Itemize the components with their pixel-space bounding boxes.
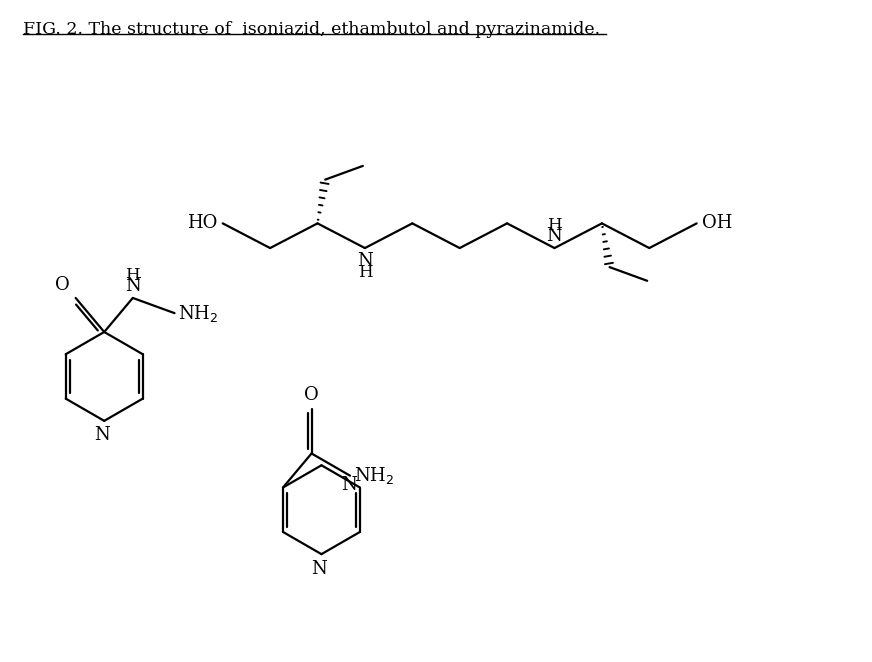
Text: N: N bbox=[341, 475, 357, 494]
Text: O: O bbox=[304, 386, 319, 404]
Text: NH$_2$: NH$_2$ bbox=[354, 465, 394, 486]
Text: H: H bbox=[126, 267, 140, 284]
Text: H: H bbox=[547, 217, 562, 234]
Text: N: N bbox=[125, 277, 140, 295]
Text: N: N bbox=[94, 426, 110, 444]
Text: H: H bbox=[358, 264, 372, 281]
Text: FIG. 2. The structure of  isoniazid, ethambutol and pyrazinamide.: FIG. 2. The structure of isoniazid, etha… bbox=[24, 21, 601, 38]
Text: OH: OH bbox=[702, 214, 732, 232]
Text: N: N bbox=[311, 560, 327, 578]
Text: NH$_2$: NH$_2$ bbox=[179, 303, 219, 324]
Text: O: O bbox=[55, 276, 70, 294]
Text: N: N bbox=[357, 252, 373, 270]
Text: HO: HO bbox=[187, 214, 218, 232]
Text: N: N bbox=[547, 227, 562, 245]
